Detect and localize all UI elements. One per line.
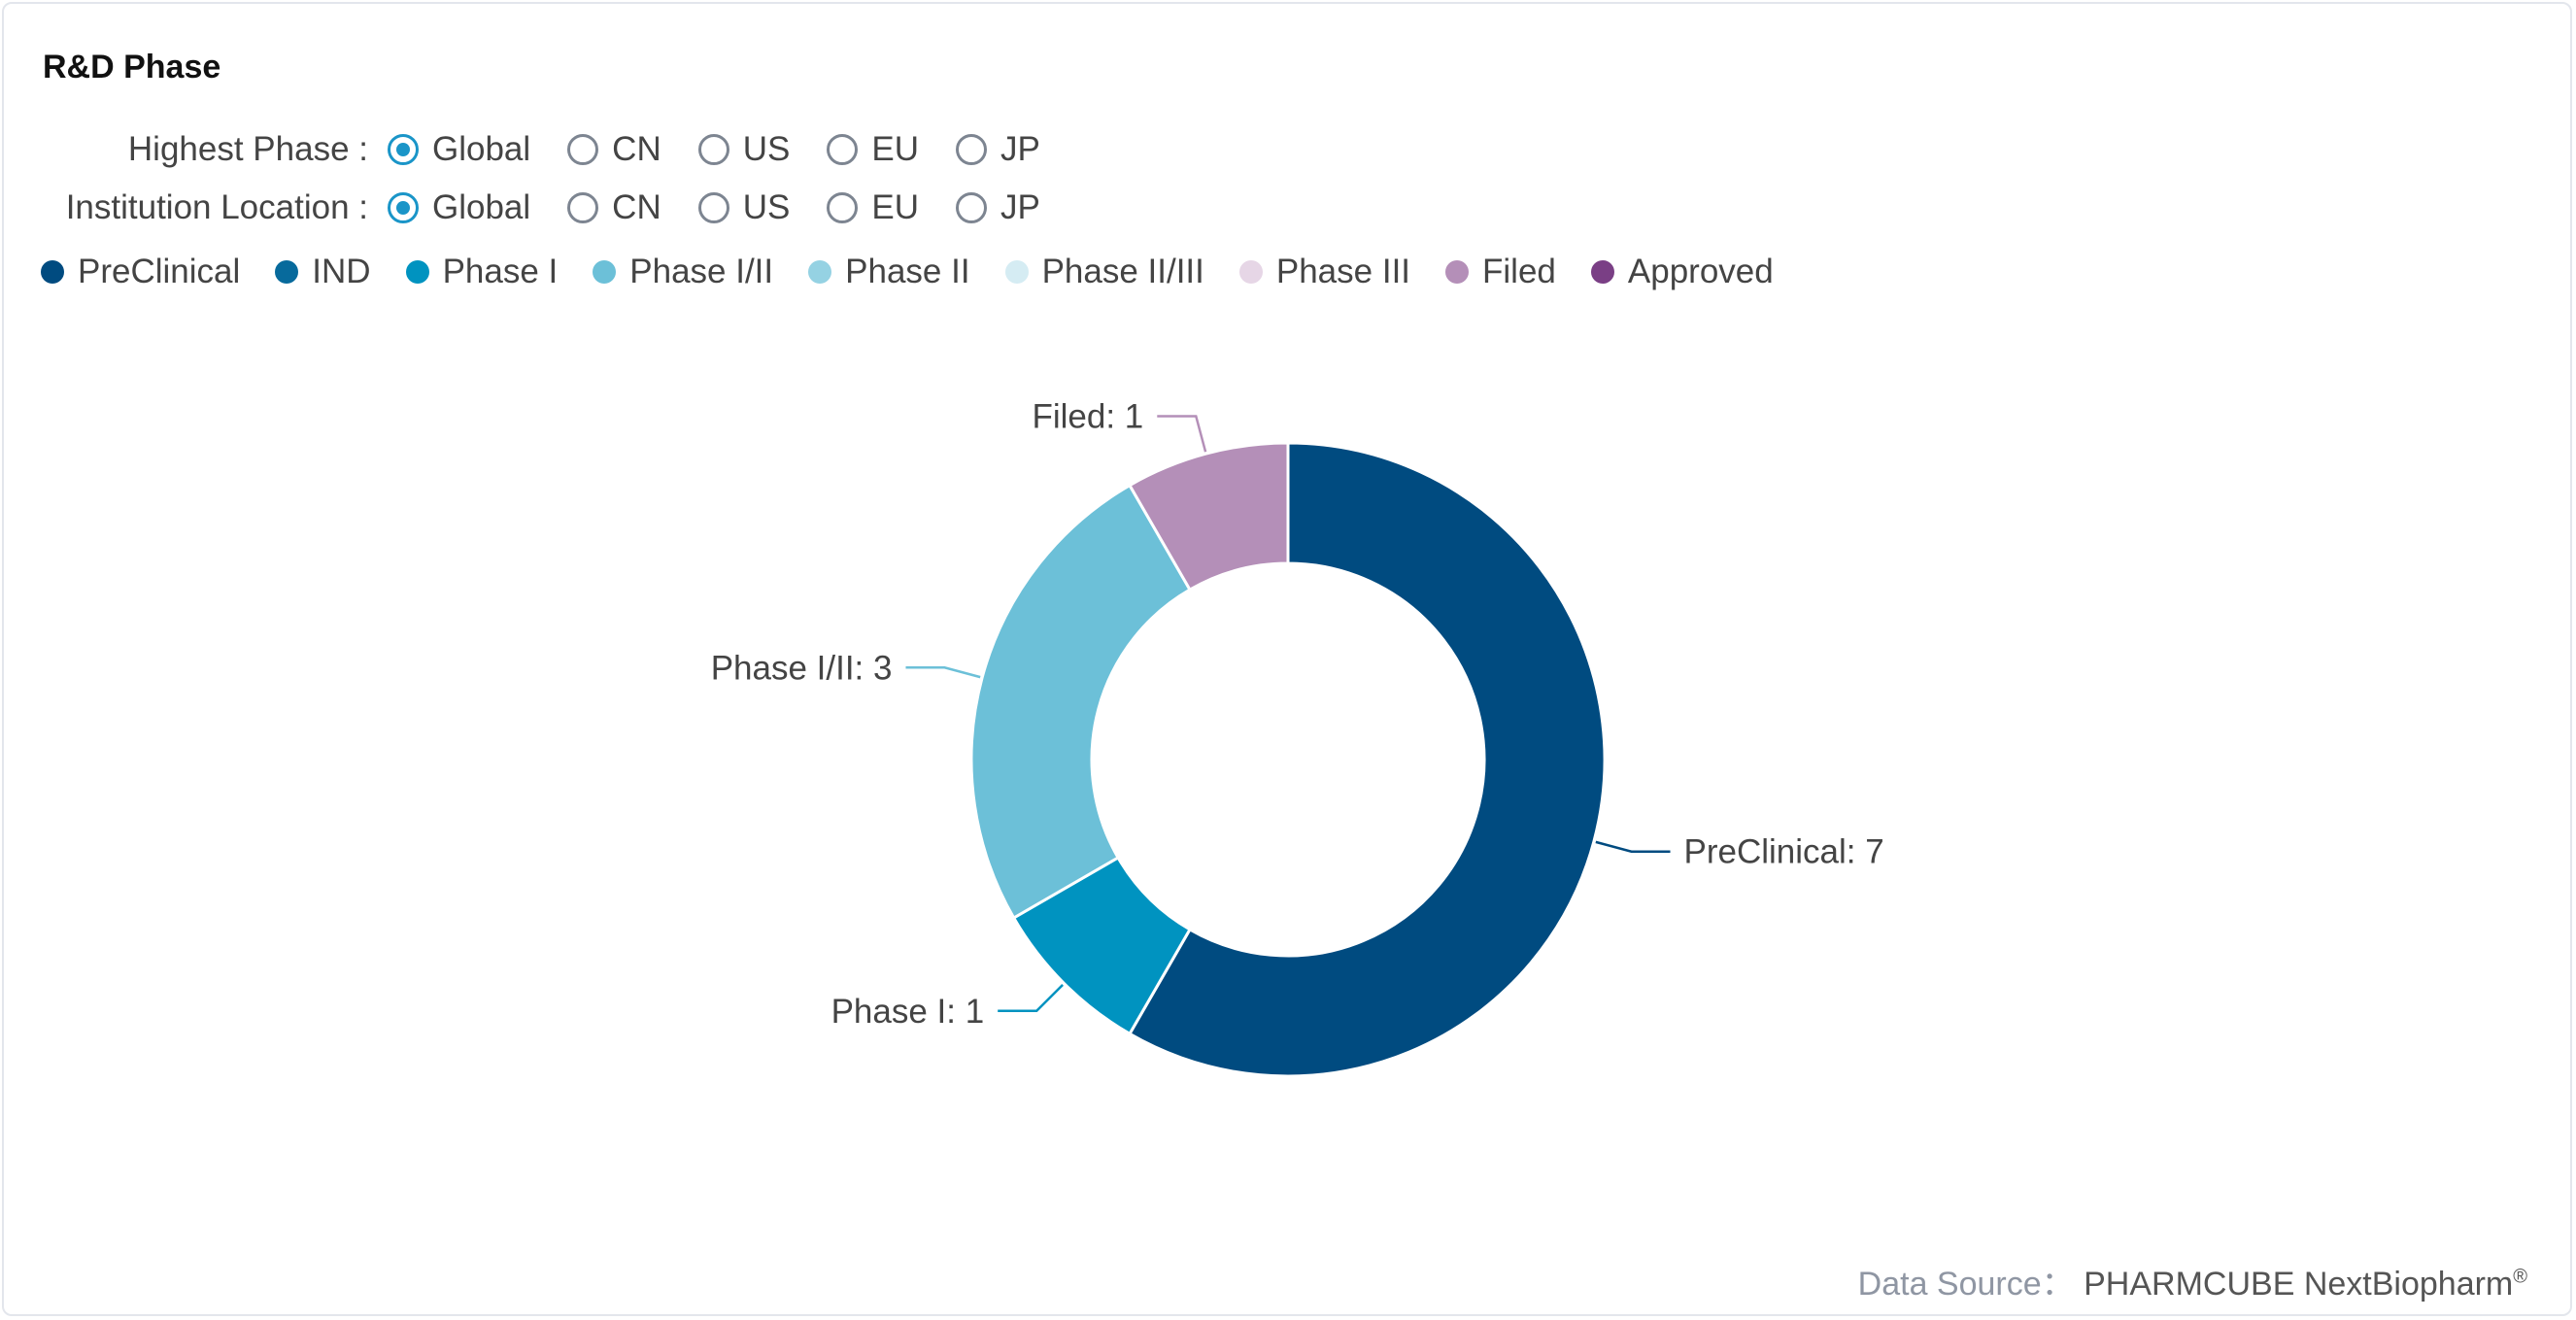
radio-circle-icon[interactable]	[955, 192, 987, 223]
donut-chart: PreClinical: 7 Phase I: 1 Phase I/II: 3 Fil…	[711, 397, 1884, 1078]
radio-label: EU	[871, 130, 919, 168]
legend-item[interactable]: PreClinical	[41, 253, 240, 291]
legend-label: IND	[312, 253, 371, 290]
radio-circle-icon[interactable]	[388, 134, 419, 165]
legend-dot-icon	[1238, 260, 1263, 284]
leader-line	[905, 666, 981, 679]
radio-label: CN	[612, 130, 661, 168]
legend-label: Phase III	[1275, 253, 1411, 290]
donut-slice-filed[interactable]	[1127, 441, 1290, 592]
legend-item[interactable]: Phase II/III	[1004, 253, 1204, 291]
radio-option-global[interactable]: Global	[388, 130, 530, 169]
legend-item[interactable]: Approved	[1590, 253, 1774, 291]
card-title: R&D Phase	[43, 49, 221, 85]
radio-option-global[interactable]: Global	[388, 188, 530, 227]
radio-circle-icon[interactable]	[567, 192, 599, 223]
radio-label: US	[742, 130, 791, 168]
radio-option-cn[interactable]: CN	[567, 130, 661, 169]
radio-option-us[interactable]: US	[697, 130, 791, 169]
highest-phase-filter: Highest Phase : Global CN US EU JP	[4, 125, 1077, 174]
data-source-name: PHARMCUBE NextBiopharm	[2084, 1266, 2514, 1303]
radio-label: EU	[871, 188, 919, 226]
legend-label: Approved	[1627, 253, 1774, 290]
radio-label: Global	[432, 188, 531, 226]
radio-label: US	[742, 188, 791, 226]
chart-legend: PreClinical IND Phase I Phase I/II Phase II P…	[41, 253, 1809, 291]
data-label: Phase I/II: 3	[711, 649, 893, 687]
legend-dot-icon	[808, 260, 832, 284]
donut-slice-phase-i-ii[interactable]	[969, 483, 1193, 921]
legend-label: PreClinical	[78, 253, 241, 290]
filter-label: Highest Phase :	[127, 130, 368, 168]
legend-item[interactable]: Phase I/II	[593, 253, 773, 291]
registered-mark: ®	[2513, 1266, 2527, 1288]
radio-option-eu[interactable]: EU	[827, 130, 919, 169]
leader-line	[998, 984, 1064, 1013]
filter-label: Institution Location :	[65, 188, 368, 226]
radio-circle-icon[interactable]	[697, 192, 729, 223]
institution-location-filter: Institution Location : Global CN US EU JP	[4, 184, 1077, 232]
legend-item[interactable]: Filed	[1445, 253, 1556, 291]
data-source-label: Data Source：	[1857, 1266, 2075, 1303]
radio-option-us[interactable]: US	[697, 188, 791, 227]
donut-slice-preclinical[interactable]	[1127, 441, 1607, 1078]
radio-circle-icon[interactable]	[697, 134, 729, 165]
radio-label: JP	[1000, 188, 1040, 226]
radio-option-jp[interactable]: JP	[955, 188, 1040, 227]
legend-dot-icon	[1445, 260, 1470, 284]
legend-label: Phase I	[442, 253, 559, 290]
leader-line	[1157, 415, 1207, 453]
legend-dot-icon	[275, 260, 299, 284]
legend-dot-icon	[1004, 260, 1029, 284]
legend-dot-icon	[405, 260, 429, 284]
data-source: Data Source： PHARMCUBE NextBiopharm®	[1858, 1257, 2527, 1304]
legend-label: Filed	[1482, 253, 1556, 290]
legend-item[interactable]: Phase II	[808, 253, 970, 291]
radio-circle-icon[interactable]	[827, 192, 859, 223]
radio-circle-icon[interactable]	[567, 134, 599, 165]
radio-label: CN	[612, 188, 661, 226]
radio-label: JP	[1000, 130, 1040, 168]
legend-item[interactable]: Phase III	[1238, 253, 1411, 291]
data-label: Phase I: 1	[831, 993, 985, 1031]
data-label: PreClinical: 7	[1684, 833, 1884, 871]
data-label: Filed: 1	[1032, 397, 1143, 435]
radio-option-eu[interactable]: EU	[827, 188, 919, 227]
legend-dot-icon	[593, 260, 617, 284]
legend-label: Phase II	[845, 253, 970, 290]
radio-circle-icon[interactable]	[388, 192, 419, 223]
legend-item[interactable]: Phase I	[405, 253, 559, 291]
legend-label: Phase I/II	[629, 253, 774, 290]
legend-dot-icon	[1590, 260, 1614, 284]
radio-circle-icon[interactable]	[955, 134, 987, 165]
radio-label: Global	[432, 130, 531, 168]
radio-option-cn[interactable]: CN	[567, 188, 661, 227]
legend-label: Phase II/III	[1041, 253, 1204, 290]
radio-option-jp[interactable]: JP	[955, 130, 1040, 169]
legend-item[interactable]: IND	[275, 253, 371, 291]
leader-line	[1595, 840, 1671, 853]
legend-dot-icon	[41, 260, 64, 284]
radio-circle-icon[interactable]	[827, 134, 859, 165]
